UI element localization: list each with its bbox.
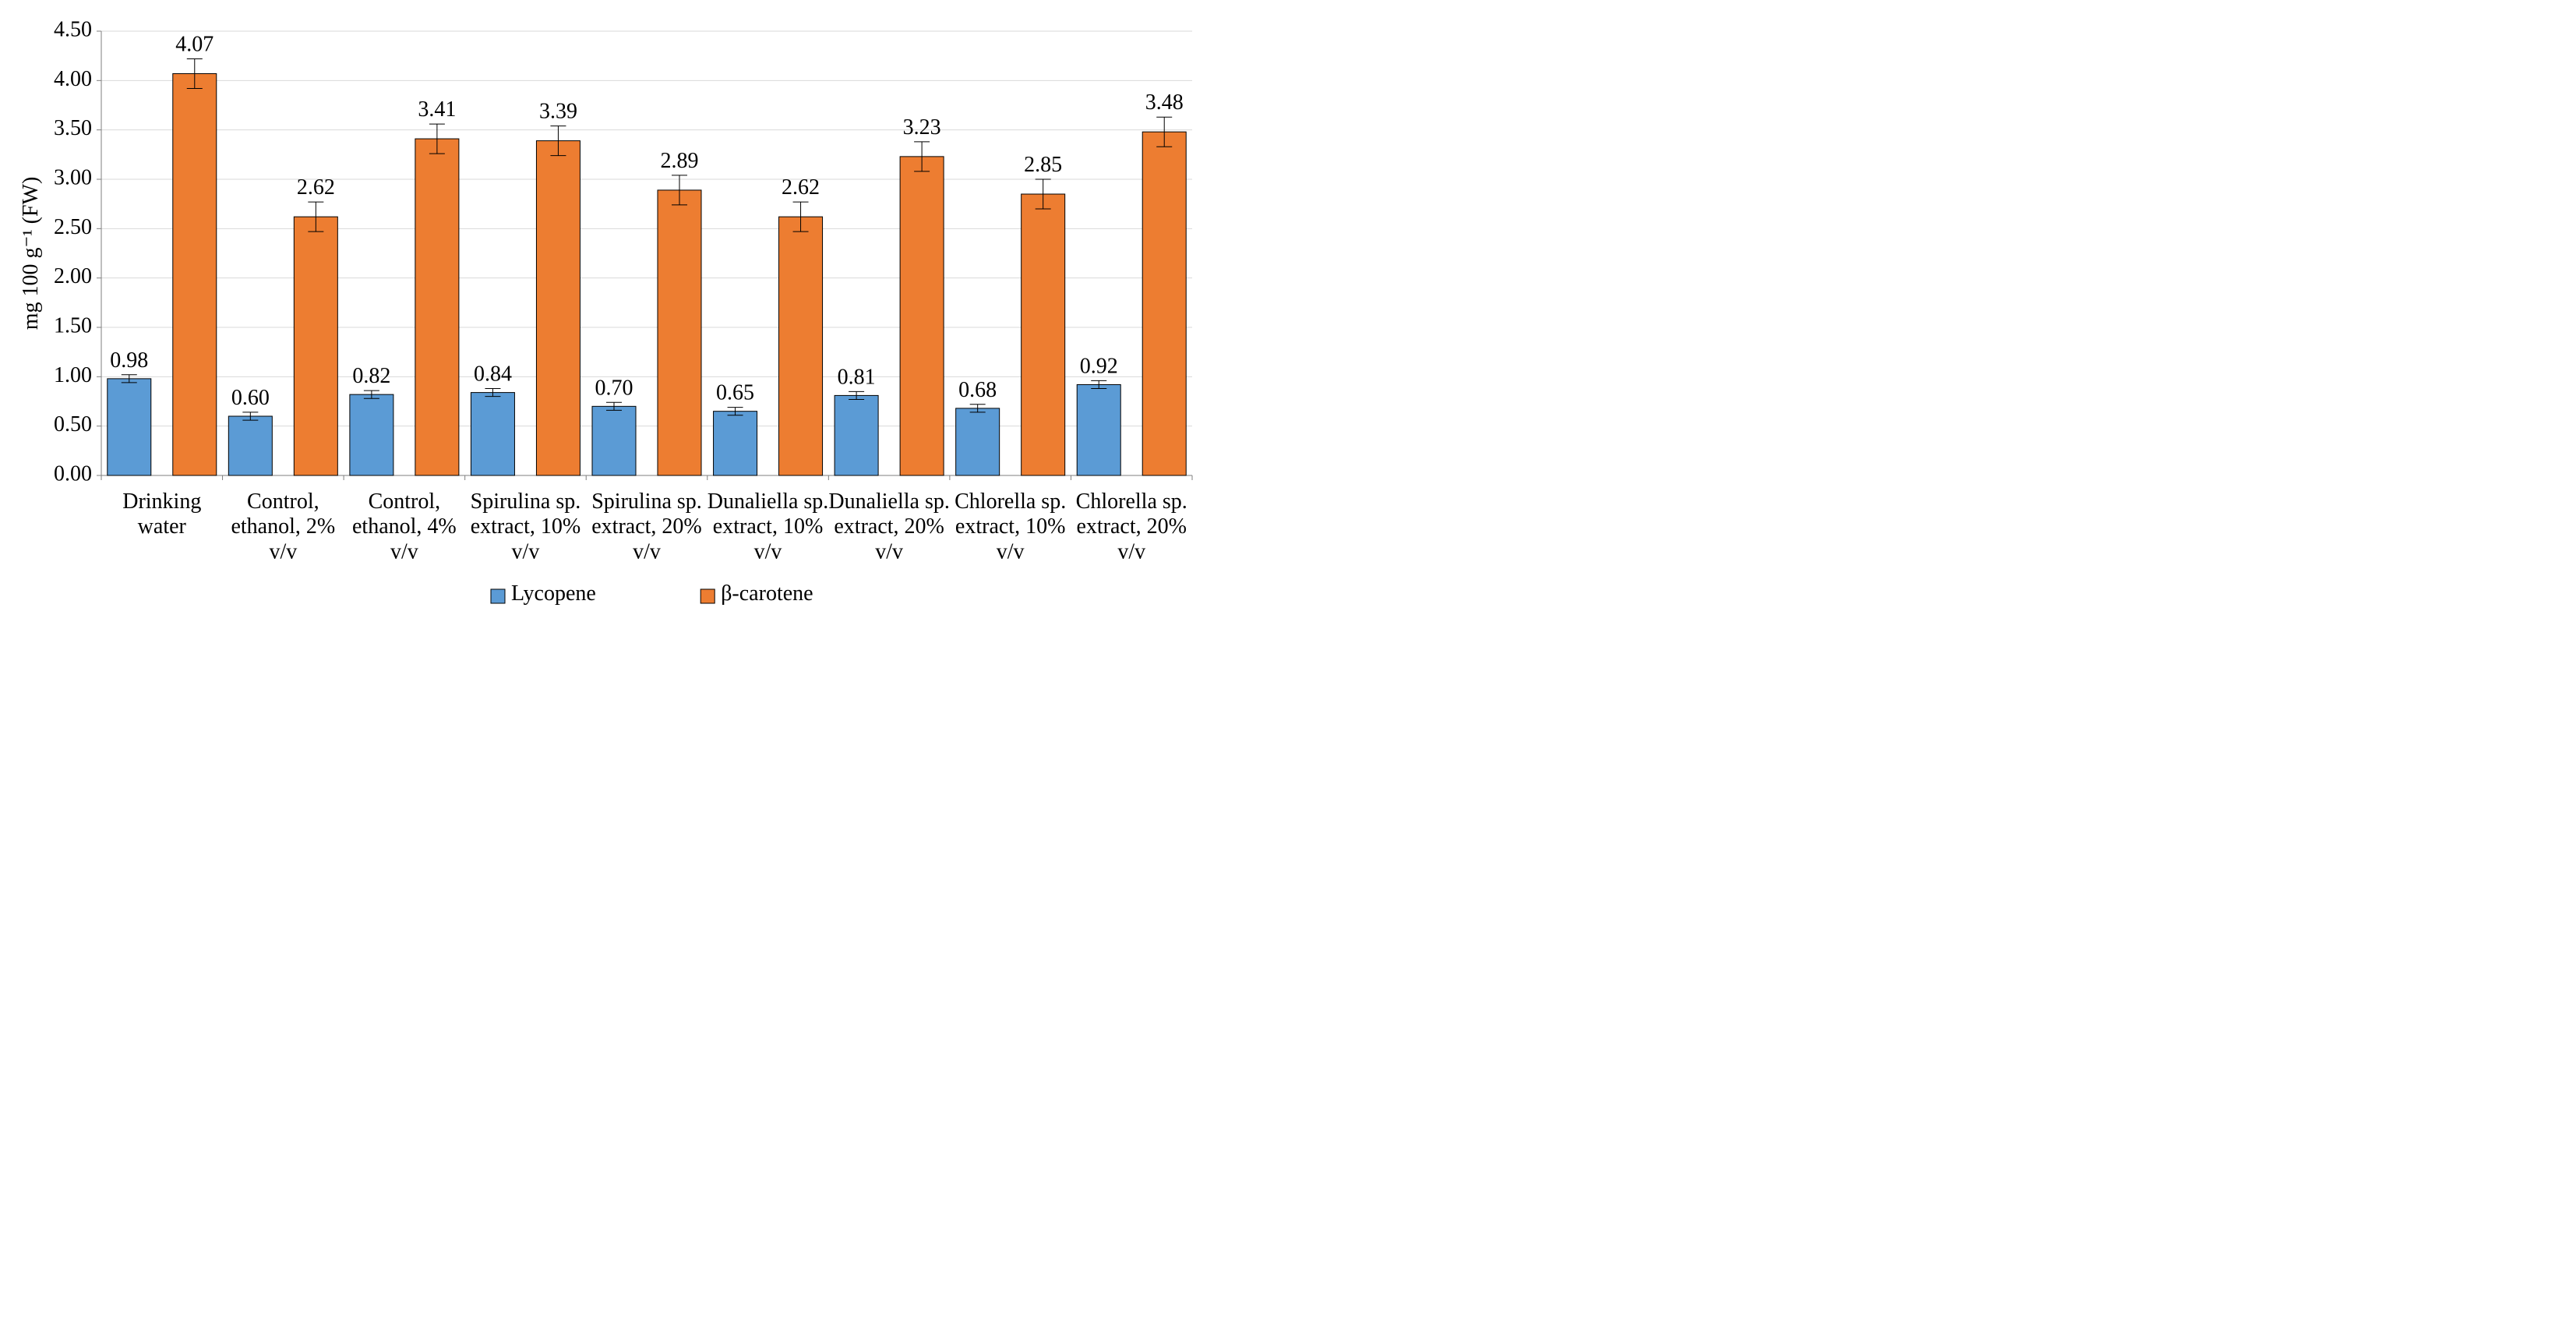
bar-lycopene: [592, 406, 636, 475]
bar-lycopene: [228, 416, 272, 475]
y-axis-label: mg 100 g⁻¹ (FW): [19, 177, 43, 330]
x-category-label: extract, 20%: [591, 514, 702, 539]
x-category-label: extract, 10%: [955, 514, 1066, 539]
bar-value-label: 0.81: [838, 365, 876, 389]
bar-value-label: 0.65: [716, 381, 754, 405]
bar-value-label: 0.60: [231, 386, 270, 410]
bar-value-label: 0.70: [595, 376, 633, 400]
legend-swatch: [491, 589, 505, 603]
bar-beta-carotene: [294, 217, 337, 475]
bar-beta-carotene: [1022, 194, 1065, 475]
bar-value-label: 3.39: [539, 100, 577, 124]
bar-lycopene: [1077, 384, 1120, 475]
y-tick-label: 0.00: [54, 461, 92, 486]
bar-beta-carotene: [900, 157, 944, 475]
legend-swatch: [700, 589, 715, 603]
y-tick-label: 1.50: [54, 313, 92, 337]
x-category-label: Dunaliella sp.: [828, 489, 950, 514]
bar-value-label: 0.98: [110, 348, 148, 373]
x-category-label: v/v: [875, 539, 903, 564]
bar-value-label: 3.23: [903, 115, 941, 140]
x-category-label: extract, 10%: [713, 514, 824, 539]
y-tick-label: 0.50: [54, 412, 92, 436]
bar-value-label: 2.89: [661, 149, 699, 173]
bar-value-label: 0.84: [474, 362, 512, 387]
x-category-label: extract, 20%: [834, 514, 944, 539]
bar-beta-carotene: [173, 73, 217, 475]
y-tick-label: 4.50: [54, 17, 92, 41]
bar-value-label: 0.68: [958, 378, 997, 402]
bar-value-label: 0.82: [352, 364, 390, 388]
x-category-label: v/v: [1117, 539, 1145, 564]
x-category-label: v/v: [754, 539, 782, 564]
x-category-label: Drinking: [122, 489, 201, 514]
y-tick-label: 2.00: [54, 264, 92, 288]
x-category-label: Control,: [247, 489, 319, 514]
bar-beta-carotene: [779, 217, 823, 475]
bar-value-label: 2.62: [782, 175, 820, 200]
x-category-label: extract, 10%: [471, 514, 581, 539]
legend-label: β-carotene: [721, 581, 813, 606]
x-category-label: v/v: [512, 539, 540, 564]
x-category-label: Spirulina sp.: [591, 489, 702, 514]
x-category-label: Spirulina sp.: [471, 489, 581, 514]
x-category-label: Chlorella sp.: [955, 489, 1066, 514]
y-tick-label: 2.50: [54, 215, 92, 239]
bar-value-label: 3.48: [1145, 90, 1184, 115]
bar-value-label: 0.92: [1080, 354, 1118, 378]
bar-value-label: 4.07: [175, 32, 213, 56]
bar-value-label: 2.62: [297, 175, 335, 200]
x-category-label: ethanol, 2%: [231, 514, 335, 539]
y-tick-label: 4.00: [54, 67, 92, 91]
bar-lycopene: [350, 394, 393, 475]
y-tick-label: 3.00: [54, 165, 92, 189]
bar-lycopene: [471, 393, 514, 475]
y-tick-label: 1.00: [54, 363, 92, 387]
legend-label: Lycopene: [511, 581, 596, 606]
bar-lycopene: [835, 395, 878, 475]
bar-beta-carotene: [415, 139, 459, 475]
x-category-label: water: [138, 514, 187, 539]
chart-container: 0.00 0.50 1.00 1.50 2.00 2.50 3.00 3.50 4.00 4.50…: [0, 0, 2576, 639]
grouped-bar-chart: 0.00 0.50 1.00 1.50 2.00 2.50 3.00 3.50 4.00 4.50…: [16, 16, 1203, 624]
x-category-label: extract, 20%: [1076, 514, 1187, 539]
bar-value-label: 2.85: [1024, 153, 1062, 177]
x-category-label: v/v: [390, 539, 418, 564]
y-tick-label: 3.50: [54, 116, 92, 140]
x-category-label: v/v: [997, 539, 1025, 564]
x-category-label: ethanol, 4%: [352, 514, 457, 539]
bar-value-label: 3.41: [418, 97, 456, 122]
bar-lycopene: [714, 412, 757, 475]
x-category-label: v/v: [633, 539, 661, 564]
bar-lycopene: [956, 408, 1000, 475]
x-category-label: Dunaliella sp.: [708, 489, 829, 514]
bar-beta-carotene: [1142, 132, 1186, 475]
x-category-label: v/v: [269, 539, 297, 564]
x-category-label: Chlorella sp.: [1076, 489, 1187, 514]
x-category-label: Control,: [369, 489, 441, 514]
bar-lycopene: [108, 379, 151, 475]
bar-beta-carotene: [658, 190, 701, 475]
bar-beta-carotene: [536, 141, 580, 475]
